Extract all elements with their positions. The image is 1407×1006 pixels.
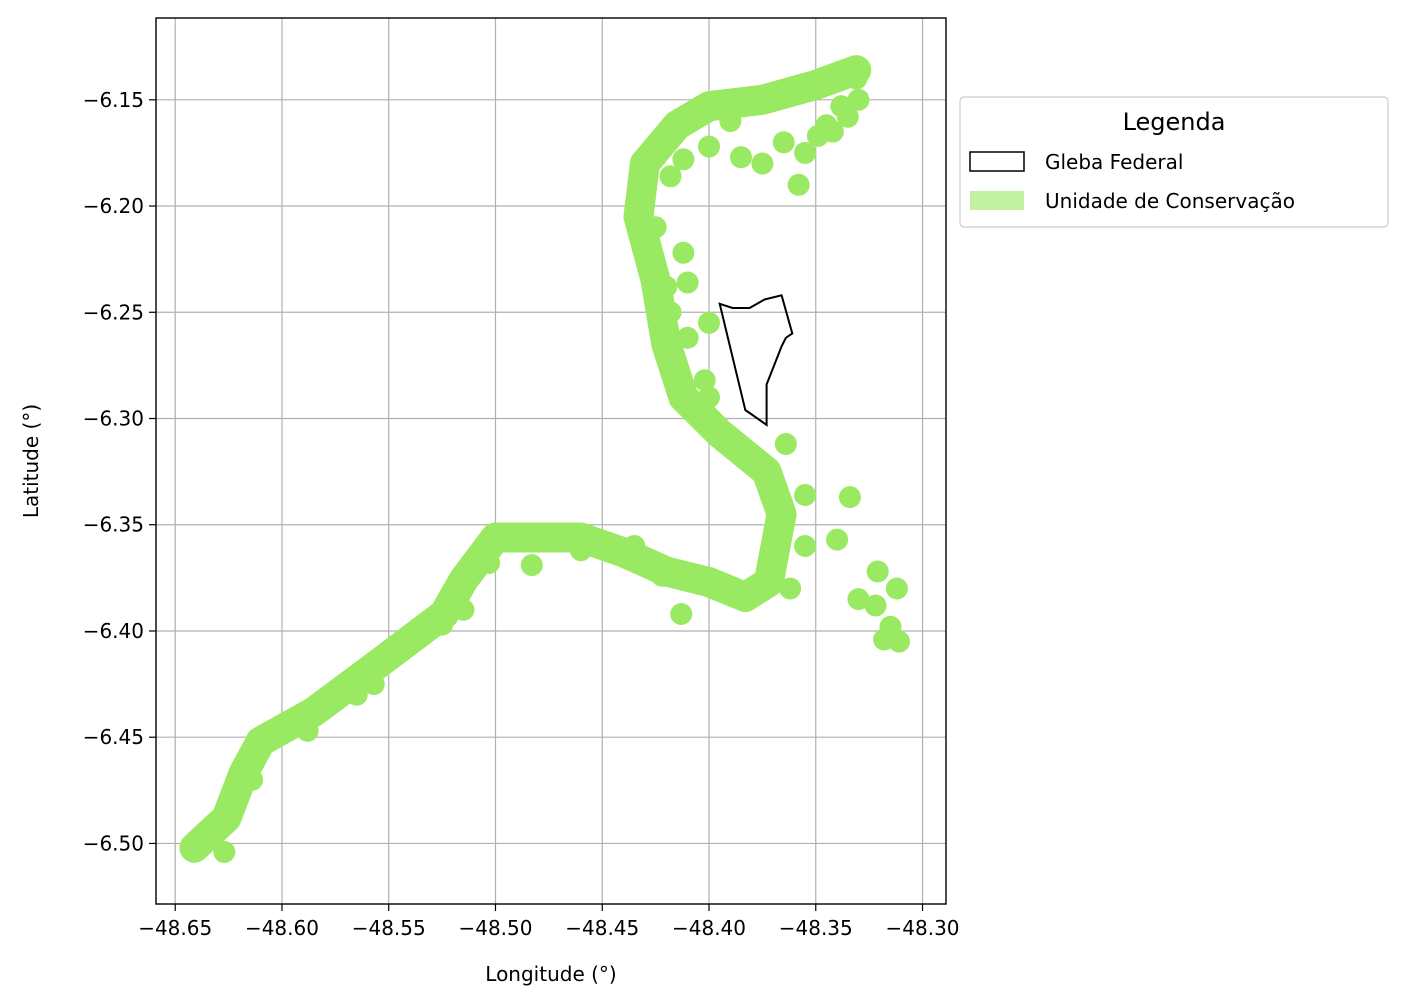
conservation-unit-blob-21: [847, 588, 870, 611]
conservation-unit-blob-18: [838, 486, 861, 509]
conservation-unit-blob-39: [698, 135, 720, 158]
conservation-unit-blob-37: [659, 165, 682, 188]
conservation-unit-blob-8: [520, 554, 543, 577]
conservation-unit-blob-35: [672, 241, 695, 264]
axis-ticks: −48.65 −48.60 −48.55 −48.50 −48.45 −48.40 −48.…: [83, 88, 960, 940]
conservation-unit-blob-9: [569, 539, 592, 562]
y-tick-label-6: −6.45: [83, 725, 144, 749]
conservation-unit-blob-33: [655, 275, 678, 298]
conservation-unit-blob-51: [830, 95, 853, 118]
y-tick-label-2: −6.25: [83, 300, 144, 324]
x-tick-label-6: −48.35: [779, 916, 853, 940]
conservation-unit-blob-17: [826, 528, 849, 551]
conservation-unit-blob-41: [730, 146, 753, 169]
x-tick-label-1: −48.60: [245, 916, 319, 940]
y-tick-label-3: −6.30: [83, 407, 144, 431]
conservation-unit-blob-36: [644, 216, 667, 239]
conservation-unit-blob-0: [213, 840, 236, 863]
conservation-unit-blob-50: [845, 67, 868, 90]
legend-label-gleba-federal: Gleba Federal: [1045, 150, 1183, 174]
conservation-unit-blob-40: [719, 110, 742, 133]
x-tick-label-0: −48.65: [138, 916, 212, 940]
conservation-unit-blob-23: [885, 577, 908, 600]
y-tick-label-4: −6.35: [83, 513, 144, 537]
conservation-unit-blob-12: [651, 564, 674, 587]
conservation-unit-blob-27: [888, 630, 911, 653]
y-tick-label-5: −6.40: [83, 619, 144, 643]
conservation-unit-blob-44: [787, 173, 810, 196]
conservation-unit-blob-10: [601, 539, 624, 562]
conservation-unit-blob-14: [730, 583, 753, 606]
conservation-unit-blob-6: [452, 598, 475, 621]
x-tick-label-2: −48.55: [352, 916, 426, 940]
conservation-unit-blob-34: [676, 271, 699, 294]
x-tick-label-5: −48.40: [672, 916, 746, 940]
conservation-unit-blob-13: [670, 602, 693, 625]
conservation-unit-blob-31: [698, 311, 720, 334]
conservation-unit-blob-42: [751, 152, 774, 175]
y-axis-label: Latitude (°): [19, 404, 43, 518]
legend-label-unidade-de-conservacao: Unidade de Conservação: [1045, 189, 1295, 213]
conservation-unit-blob-28: [698, 386, 720, 409]
conservation-unit-blob-5: [431, 613, 454, 636]
x-axis-label: Longitude (°): [485, 962, 616, 986]
legend-box: [959, 96, 1389, 228]
y-tick-label-0: −6.15: [83, 88, 144, 112]
conservation-unit-blob-29: [693, 369, 716, 392]
conservation-unit-blob-11: [623, 534, 646, 557]
grid-lines: [156, 18, 946, 904]
conservation-unit-blob-22: [864, 594, 887, 617]
conservation-unit-blob-49: [847, 88, 870, 111]
plot-frame: [155, 17, 947, 905]
conservation-unit-blob-1: [241, 768, 264, 791]
y-tick-label-7: −6.50: [83, 831, 144, 855]
conservation-unit-blob-3: [345, 683, 368, 706]
y-tick-label-1: −6.20: [83, 194, 144, 218]
conservation-unit-blob-19: [794, 483, 817, 506]
conservation-unit-blob-15: [779, 577, 802, 600]
legend-swatch-unidade-de-conservacao: [970, 191, 1024, 210]
conservation-unit-blob-2: [296, 719, 319, 742]
conservation-unit-blob-24: [866, 560, 889, 583]
conservation-unit-blob-7: [478, 551, 501, 574]
map-layers: [179, 55, 911, 863]
conservation-unit-blob-52: [806, 124, 829, 147]
conservation-unit-blob-32: [659, 301, 682, 324]
conservation-unit-blob-20: [774, 433, 797, 456]
x-tick-label-3: −48.50: [458, 916, 532, 940]
conservation-unit-blob-16: [794, 534, 817, 557]
legend-swatch-gleba-federal: [969, 151, 1025, 172]
x-tick-label-7: −48.30: [886, 916, 960, 940]
conservation-unit-blob-38: [672, 148, 695, 171]
legend: Legenda Gleba Federal Unidade de Conserv…: [959, 96, 1389, 228]
conservation-unit-blob-30: [676, 326, 699, 349]
conservation-unit-blob-4: [362, 673, 385, 696]
gleba-federal-outline: [718, 294, 794, 427]
x-tick-label-4: −48.45: [565, 916, 639, 940]
conservation-unit-blob-43: [772, 131, 795, 154]
conservation-unit-blob-45: [794, 141, 817, 164]
legend-title: Legenda: [1123, 108, 1226, 136]
